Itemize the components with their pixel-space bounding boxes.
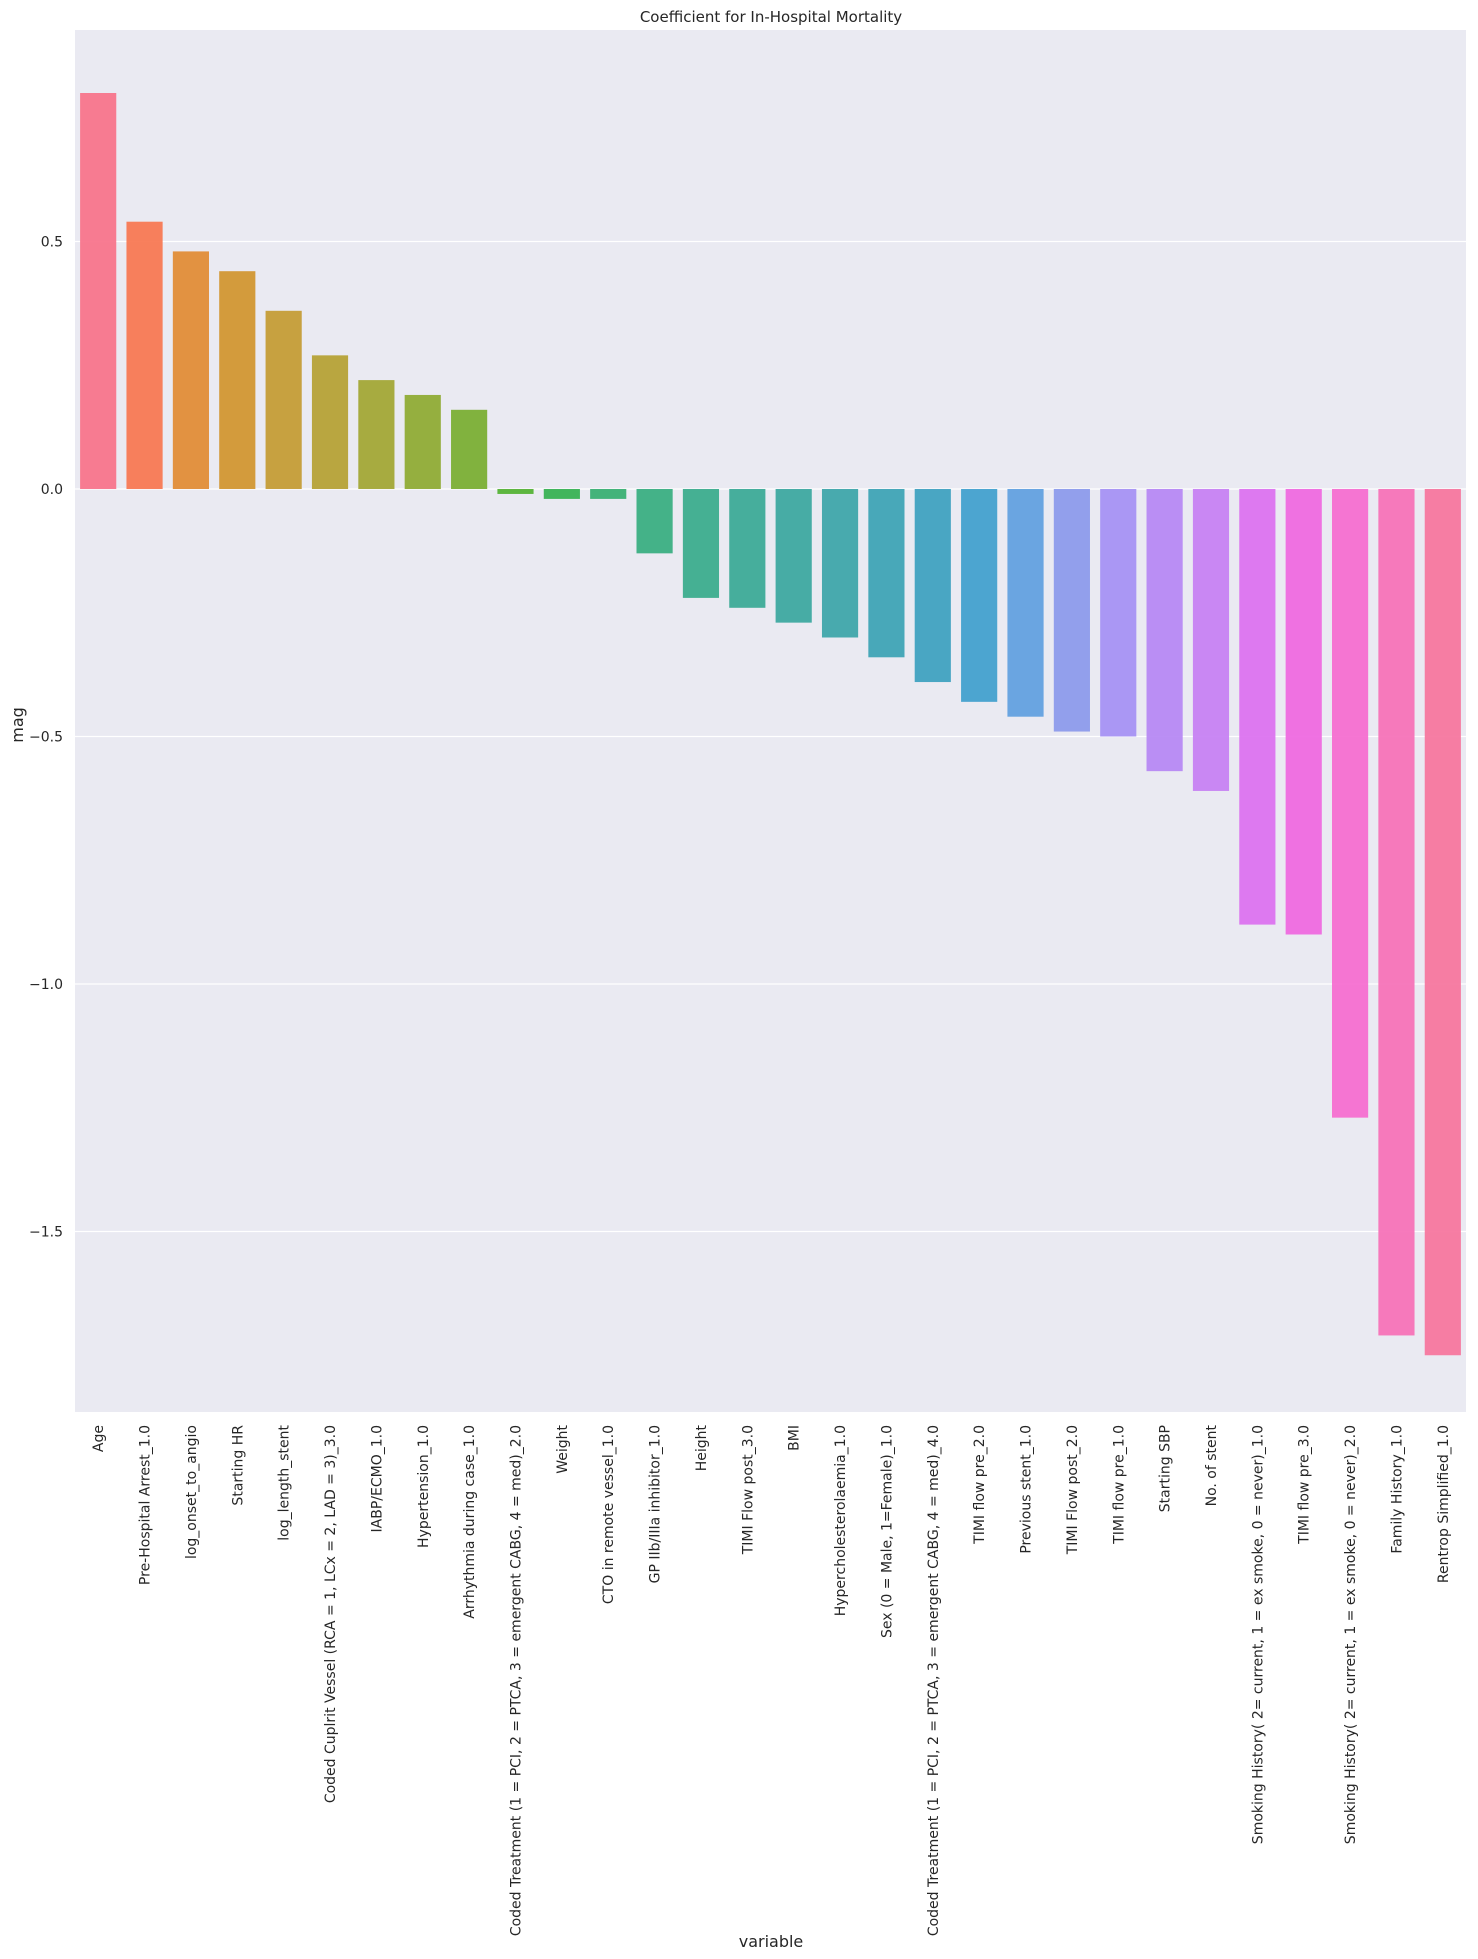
- x-tick-label: Sex (0 = Male, 1=Female)_1.0: [879, 1425, 895, 1638]
- y-tick-label: 0.0: [41, 482, 63, 498]
- x-tick-label: Previous stent_1.0: [1019, 1425, 1035, 1554]
- x-tick-label: Hypertension_1.0: [416, 1425, 432, 1548]
- grid-lines: [75, 240, 1466, 1233]
- bar: [1192, 489, 1230, 791]
- x-tick-label: Coded Treatment (1 = PCI, 2 = PTCA, 3 = …: [508, 1425, 524, 1936]
- x-tick-label: GP IIb/IIIa inhibitor_1.0: [648, 1425, 664, 1583]
- bar: [126, 221, 163, 489]
- x-tick-label: BMI: [787, 1425, 803, 1451]
- plot-background: [75, 30, 1466, 1412]
- bar: [358, 380, 395, 489]
- x-tick-label: IABP/ECMO_1.0: [369, 1425, 385, 1532]
- bar: [404, 394, 441, 489]
- y-tick-label: −1.0: [29, 977, 63, 993]
- bar: [497, 489, 534, 494]
- x-tick-label: TIMI Flow post_3.0: [740, 1425, 756, 1555]
- x-axis-label: variable: [739, 1932, 804, 1951]
- x-tick-label: Starting HR: [230, 1425, 246, 1506]
- bar: [775, 489, 812, 623]
- x-tick-label: TIMI Flow post_2.0: [1065, 1425, 1081, 1555]
- bar: [914, 489, 951, 683]
- bar: [1053, 489, 1090, 732]
- bar: [1100, 489, 1137, 737]
- bar: [1146, 489, 1183, 772]
- x-tick-label: TIMI flow pre_2.0: [972, 1425, 988, 1545]
- bar: [1332, 489, 1369, 1118]
- x-tick-label: CTO in remote vessel_1.0: [601, 1425, 617, 1604]
- x-tick-label: Starting SBP: [1158, 1425, 1174, 1512]
- bar: [1285, 489, 1322, 935]
- x-tick-label: Height: [694, 1424, 710, 1471]
- x-tick-label: Smoking History( 2= current, 1 = ex smok…: [1343, 1425, 1359, 1844]
- bar: [590, 489, 627, 499]
- x-tick-label: Age: [91, 1425, 107, 1452]
- bar: [821, 489, 859, 638]
- x-tick-labels: Age Pre-Hospital Arrest_1.0 log_onset_to_a…: [91, 1424, 1452, 1936]
- bar: [1007, 489, 1044, 717]
- x-tick-label: No. of stent: [1204, 1425, 1220, 1507]
- bars: [80, 93, 1461, 1356]
- bar: [868, 489, 905, 658]
- bar: [265, 310, 302, 489]
- x-tick-label: Coded Cuplrit Vessel (RCA = 1, LCx = 2, …: [323, 1425, 339, 1803]
- x-tick-label: Weight: [555, 1424, 571, 1473]
- bar: [1378, 489, 1415, 1336]
- bar: [682, 489, 720, 598]
- x-tick-label: log_length_stent: [277, 1424, 293, 1540]
- x-tick-label: Family History_1.0: [1389, 1425, 1405, 1554]
- bar: [311, 355, 349, 489]
- x-tick-label: Rentrop Simplified_1.0: [1436, 1425, 1452, 1583]
- x-tick-label: Hypercholesterolaemia_1.0: [833, 1425, 849, 1616]
- x-tick-label: Arrhythmia during case_1.0: [462, 1425, 478, 1619]
- bar: [1424, 489, 1461, 1356]
- bar: [451, 409, 488, 489]
- bar: [636, 489, 673, 554]
- x-tick-label: log_onset_to_angio: [184, 1425, 200, 1559]
- y-tick-label: −0.5: [29, 730, 63, 746]
- y-tick-label: −1.5: [29, 1225, 63, 1241]
- x-tick-label: Smoking History( 2= current, 1 = ex smok…: [1250, 1425, 1266, 1844]
- bar: [543, 489, 580, 499]
- x-tick-label: TIMI flow pre_3.0: [1297, 1425, 1313, 1545]
- x-tick-label: Pre-Hospital Arrest_1.0: [138, 1425, 154, 1585]
- bar: [219, 271, 256, 489]
- y-tick-labels: 0.5 0.0 −0.5 −1.0 −1.5: [29, 235, 63, 1241]
- x-tick-label: Coded Treatment (1 = PCI, 2 = PTCA, 3 = …: [926, 1425, 942, 1936]
- bar: [172, 251, 209, 489]
- bar: [80, 93, 117, 489]
- chart-title: Coefficient for In-Hospital Mortality: [640, 8, 902, 26]
- x-tick-label: TIMI flow pre_1.0: [1111, 1425, 1127, 1545]
- bar: [961, 489, 998, 702]
- y-axis-label: mag: [8, 707, 27, 743]
- y-tick-label: 0.5: [41, 235, 63, 251]
- bar: [729, 489, 766, 608]
- bar: [1239, 489, 1276, 925]
